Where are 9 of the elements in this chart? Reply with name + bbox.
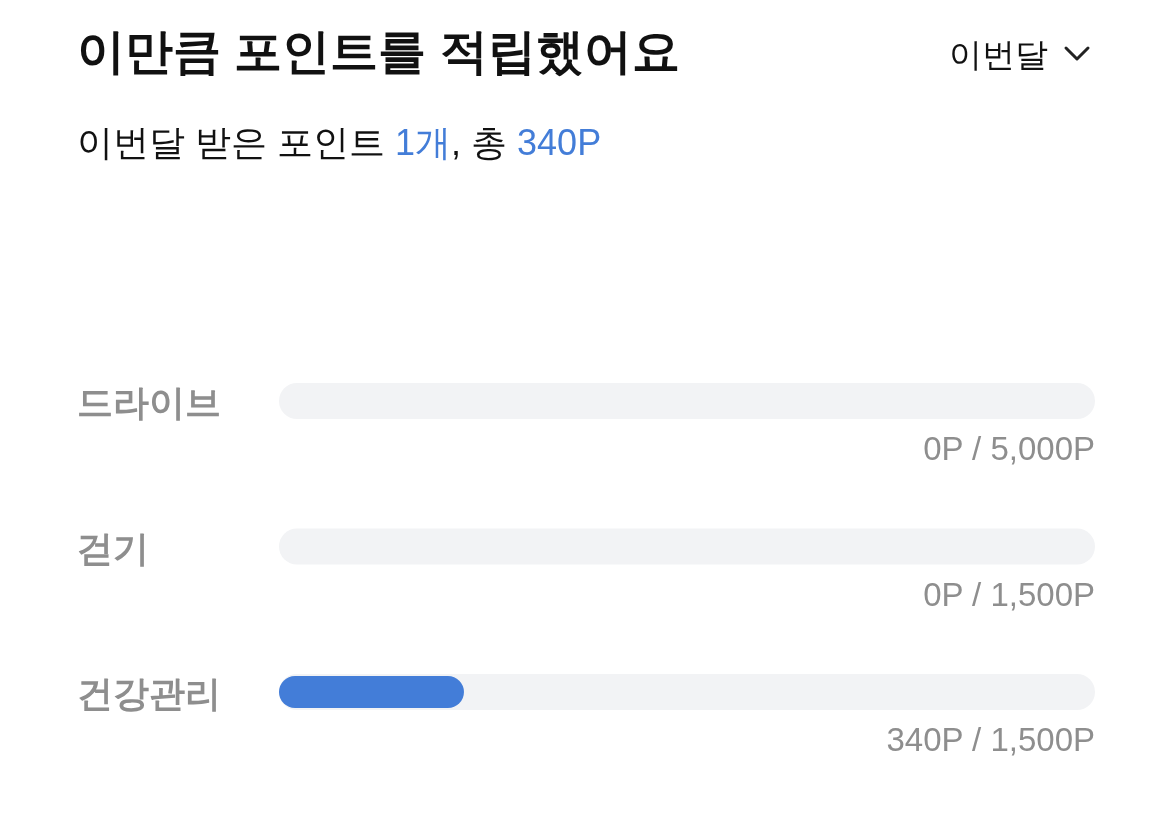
value-label: 0P / 5,000P (923, 430, 1095, 467)
subtitle: 이번달 받은 포인트 1개, 총 340P (77, 122, 602, 163)
value-label: 0P / 1,500P (923, 575, 1095, 613)
title: 이만큼 포인트를 적립했어요 (77, 25, 680, 78)
period-select-label: 이번달 (949, 36, 1048, 73)
category-label: 걷기 (77, 527, 149, 569)
category-label: 건강관리 (77, 673, 221, 714)
value-label: 340P / 1,500P (886, 721, 1095, 758)
category-label: 드라이브 (77, 382, 221, 423)
